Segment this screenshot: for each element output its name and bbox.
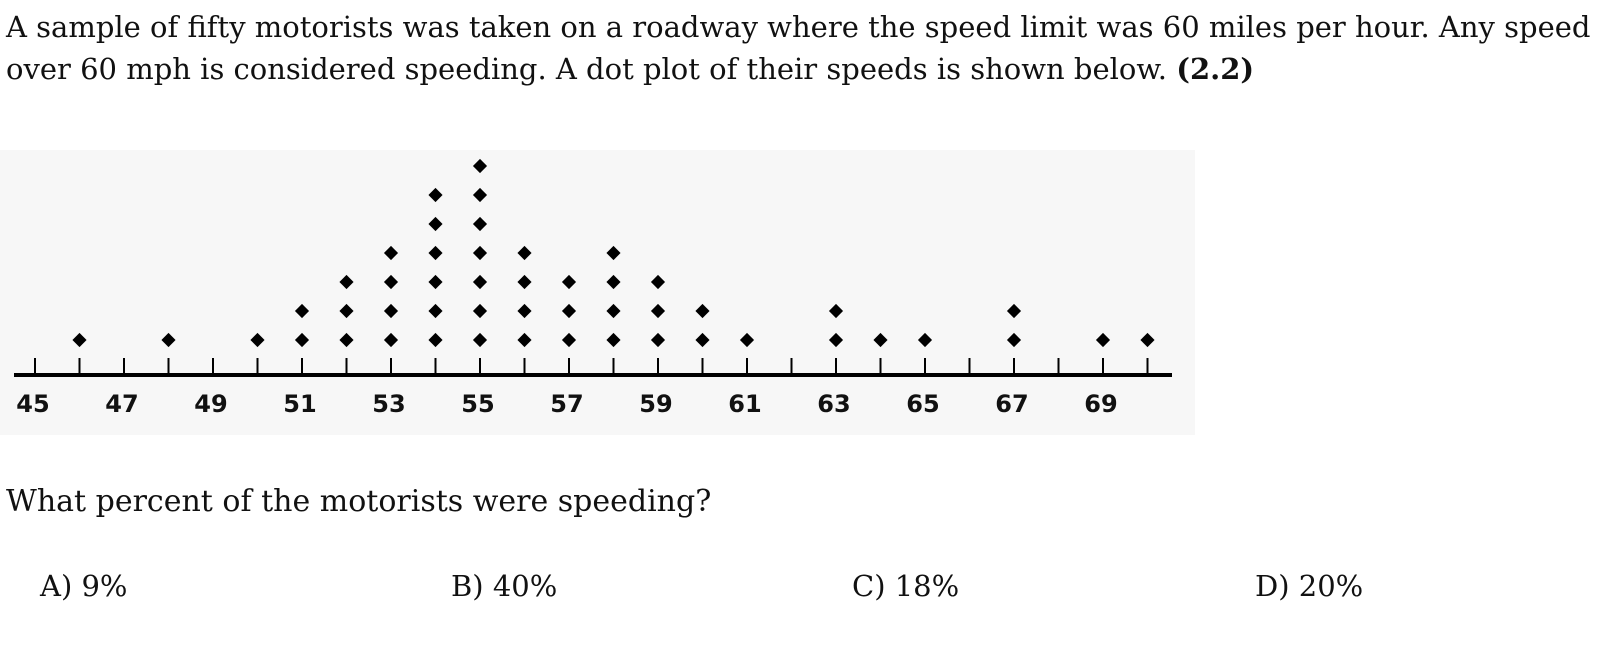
x-tick-label-45: 45 bbox=[16, 390, 49, 418]
choice-b[interactable]: B) 40% bbox=[451, 569, 558, 603]
dot-57-3 bbox=[561, 274, 577, 290]
tick-labels: 45 47 49 51 53 55 57 59 61 63 65 67 69 bbox=[16, 390, 1117, 418]
x-tick-label-51: 51 bbox=[283, 390, 316, 418]
x-tick-label-59: 59 bbox=[639, 390, 672, 418]
dot-60-1 bbox=[695, 332, 710, 348]
x-tick-label-53: 53 bbox=[372, 390, 405, 418]
x-tick-label-49: 49 bbox=[194, 390, 227, 418]
dot-58-4 bbox=[606, 245, 621, 261]
dot-52-1 bbox=[339, 332, 354, 348]
x-tick-label-47: 47 bbox=[105, 390, 138, 418]
dots-layer bbox=[72, 158, 1155, 348]
dot-70-1 bbox=[1140, 332, 1155, 348]
dot-55-5 bbox=[472, 216, 488, 232]
dot-52-2 bbox=[339, 303, 354, 319]
dot-51-1 bbox=[294, 332, 310, 348]
dot-plot-chart: 45 47 49 51 53 55 57 59 61 63 65 67 69 bbox=[0, 150, 1195, 435]
dot-54-4 bbox=[428, 245, 443, 261]
dot-64-1 bbox=[873, 332, 888, 348]
dot-53-2 bbox=[383, 303, 399, 319]
dot-56-2 bbox=[517, 303, 532, 319]
dot-56-1 bbox=[517, 332, 532, 348]
dot-60-2 bbox=[695, 303, 710, 319]
dot-55-7 bbox=[472, 158, 488, 174]
plot-background bbox=[0, 150, 1195, 435]
dot-61-1 bbox=[739, 332, 755, 348]
x-tick-label-69: 69 bbox=[1084, 390, 1117, 418]
x-tick-label-63: 63 bbox=[817, 390, 850, 418]
dot-69-1 bbox=[1095, 332, 1111, 348]
question-prompt: What percent of the motorists were speed… bbox=[6, 484, 712, 519]
x-tick-label-67: 67 bbox=[995, 390, 1028, 418]
choice-d[interactable]: D) 20% bbox=[1255, 569, 1364, 603]
dot-46-1 bbox=[72, 332, 87, 348]
question-intro-text: A sample of fifty motorists was taken on… bbox=[6, 10, 1591, 86]
dot-54-6 bbox=[428, 187, 443, 203]
dot-54-1 bbox=[428, 332, 443, 348]
dot-54-5 bbox=[428, 216, 443, 232]
dot-53-4 bbox=[383, 245, 399, 261]
dot-55-3 bbox=[472, 274, 488, 290]
dot-58-1 bbox=[606, 332, 621, 348]
dot-55-6 bbox=[472, 187, 488, 203]
choice-a[interactable]: A) 9% bbox=[40, 569, 128, 603]
dot-59-2 bbox=[650, 303, 666, 319]
dot-54-2 bbox=[428, 303, 443, 319]
dot-56-3 bbox=[517, 274, 532, 290]
dot-58-3 bbox=[606, 274, 621, 290]
dot-50-1 bbox=[250, 332, 265, 348]
choice-c[interactable]: C) 18% bbox=[852, 569, 960, 603]
dot-58-2 bbox=[606, 303, 621, 319]
dot-48-1 bbox=[161, 332, 176, 348]
dot-59-3 bbox=[650, 274, 666, 290]
x-tick-label-55: 55 bbox=[461, 390, 494, 418]
dot-55-2 bbox=[472, 303, 488, 319]
question-reference: (2.2) bbox=[1176, 52, 1255, 86]
dot-56-4 bbox=[517, 245, 532, 261]
dot-55-1 bbox=[472, 332, 488, 348]
dot-65-1 bbox=[917, 332, 933, 348]
dot-53-3 bbox=[383, 274, 399, 290]
dot-54-3 bbox=[428, 274, 443, 290]
dot-67-2 bbox=[1006, 303, 1022, 319]
dot-67-1 bbox=[1006, 332, 1022, 348]
dot-51-2 bbox=[294, 303, 310, 319]
dot-59-1 bbox=[650, 332, 666, 348]
dot-53-1 bbox=[383, 332, 399, 348]
x-tick-label-65: 65 bbox=[906, 390, 939, 418]
x-axis bbox=[14, 358, 1172, 377]
question-intro: A sample of fifty motorists was taken on… bbox=[6, 6, 1606, 90]
dot-57-2 bbox=[561, 303, 577, 319]
x-tick-label-57: 57 bbox=[550, 390, 583, 418]
dot-52-3 bbox=[339, 274, 354, 290]
x-tick-label-61: 61 bbox=[728, 390, 761, 418]
dot-55-4 bbox=[472, 245, 488, 261]
dot-63-1 bbox=[828, 332, 844, 348]
dot-63-2 bbox=[828, 303, 844, 319]
dot-57-1 bbox=[561, 332, 577, 348]
